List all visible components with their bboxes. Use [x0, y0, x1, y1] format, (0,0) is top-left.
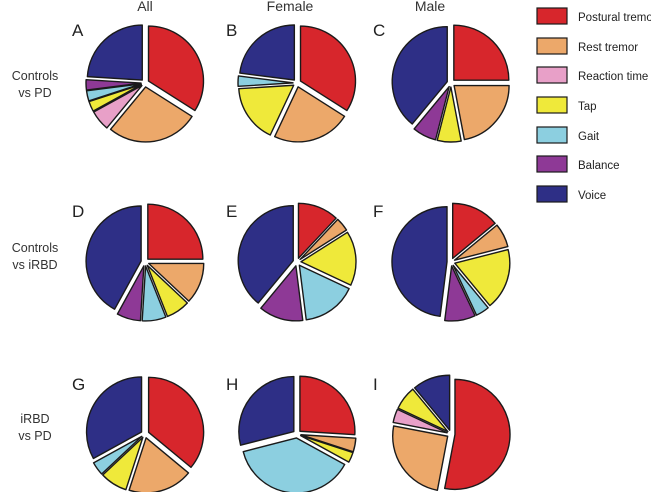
- pie-chart-b: [237, 24, 357, 143]
- pie-slice-b-rest-tremor: [274, 86, 346, 143]
- row-label-1-line-1: Controls: [12, 69, 59, 83]
- pie-chart-i: [392, 374, 511, 491]
- row-label-3-line-1: iRBD: [20, 412, 49, 426]
- pie-chart-c: [391, 24, 510, 143]
- pie-slice-b-gait: [237, 75, 294, 88]
- pie-slice-f-tap: [454, 248, 511, 307]
- legend-swatch-rest-tremor: [536, 37, 568, 55]
- pie-slice-g-gait: [92, 435, 143, 475]
- pie-slice-g-tap: [102, 436, 144, 491]
- pie-slice-c-voice: [391, 25, 448, 125]
- pie-slice-i-rest-tremor: [392, 425, 449, 491]
- legend-swatch-voice: [536, 185, 568, 203]
- pie-chart-f: [391, 202, 511, 322]
- pie-slice-a-tap: [88, 83, 143, 112]
- legend-label-gait: Gait: [578, 131, 600, 143]
- pie-slice-h-postural-tremor: [299, 375, 356, 436]
- pie-chart-d: [85, 203, 205, 322]
- legend-label-balance: Balance: [578, 160, 620, 172]
- pie-slice-g-rest-tremor: [128, 437, 190, 492]
- row-label-3-line-2: vs PD: [18, 429, 51, 443]
- pie-slice-e-voice: [237, 204, 294, 304]
- row-label-2-line-2: vs iRBD: [12, 258, 57, 272]
- pie-slice-e-rest-tremor: [299, 218, 348, 261]
- pie-slice-f-rest-tremor: [453, 224, 509, 261]
- pie-slice-c-balance: [413, 85, 450, 141]
- pie-slice-a-voice: [86, 24, 143, 81]
- panel-letter-c: C: [373, 21, 385, 40]
- pie-slice-e-balance: [260, 265, 304, 322]
- column-header-male: Male: [415, 0, 446, 14]
- pie-slice-f-balance: [444, 265, 476, 322]
- legend-label-rest-tremor: Rest tremor: [578, 42, 638, 54]
- pie-slice-a-rest-tremor: [109, 86, 193, 143]
- panel-letter-a: A: [72, 21, 84, 40]
- panel-letter-f: F: [373, 202, 383, 221]
- legend-label-postural-tremor: Postural tremor: [578, 12, 651, 24]
- column-header-female: Female: [267, 0, 314, 14]
- pie-slice-d-tap: [146, 264, 189, 318]
- pie-slice-b-voice: [239, 24, 296, 81]
- pie-slice-g-voice: [85, 376, 143, 460]
- pie-slice-e-tap: [300, 231, 357, 286]
- pie-chart-g: [85, 376, 205, 492]
- pie-slice-g-postural-tremor: [147, 376, 205, 469]
- pie-slice-d-voice: [85, 205, 142, 310]
- pie-slice-i-voice: [413, 374, 451, 431]
- panel-letter-g: G: [72, 375, 85, 394]
- pie-slice-a-reaction-time: [93, 84, 143, 129]
- pie-slice-f-voice: [391, 206, 448, 318]
- pie-slice-c-postural-tremor: [453, 24, 510, 81]
- pie-slice-h-rest-tremor: [300, 434, 357, 453]
- legend-swatch-postural-tremor: [536, 7, 568, 25]
- legend-swatch-reaction-time: [536, 66, 568, 84]
- pie-slice-e-postural-tremor: [297, 202, 337, 259]
- pie-slice-c-rest-tremor: [453, 84, 510, 141]
- pie-slice-a-gait: [85, 83, 142, 102]
- pie-slice-a-postural-tremor: [147, 25, 205, 112]
- pie-slice-a-balance: [85, 78, 142, 91]
- legend-swatch-gait: [536, 126, 568, 144]
- pie-slice-i-reaction-time: [392, 408, 448, 434]
- panel-letter-i: I: [373, 375, 378, 394]
- panel-letter-h: H: [226, 375, 238, 394]
- pie-chart-e: [237, 202, 357, 322]
- legend: Postural tremor Rest tremor Reaction tim…: [536, 7, 651, 203]
- column-header-all: All: [137, 0, 153, 14]
- pie-slice-d-balance: [116, 265, 145, 322]
- pie-slice-f-postural-tremor: [452, 202, 496, 260]
- pie-slice-b-postural-tremor: [299, 25, 357, 112]
- legend-label-voice: Voice: [578, 190, 606, 202]
- pie-slice-d-gait: [141, 265, 167, 322]
- legend-label-tap: Tap: [578, 101, 597, 113]
- row-label-1-line-2: vs PD: [18, 86, 51, 100]
- pie-slice-d-postural-tremor: [147, 203, 204, 260]
- panel-letter-b: B: [226, 21, 237, 40]
- pie-slice-i-postural-tremor: [443, 378, 511, 491]
- pie-slice-h-voice: [238, 375, 295, 446]
- panel-letter-d: D: [72, 202, 84, 221]
- pie-slice-i-tap: [397, 388, 449, 433]
- pie-slice-c-tap: [436, 86, 462, 143]
- pie-slice-b-tap: [238, 84, 295, 136]
- legend-swatch-tap: [536, 96, 568, 114]
- pie-slice-f-gait: [452, 264, 489, 316]
- legend-swatch-balance: [536, 155, 568, 173]
- row-label-2-line-1: Controls: [12, 241, 59, 255]
- panel-letter-e: E: [226, 202, 237, 221]
- pie-chart-h: [238, 375, 357, 492]
- pie-slice-e-gait: [298, 264, 350, 321]
- pie-chart-a: [85, 24, 205, 143]
- pie-slice-d-rest-tremor: [148, 262, 205, 302]
- legend-label-reaction-time: Reaction time: [578, 71, 648, 83]
- pie-slice-h-tap: [299, 434, 354, 463]
- pie-slice-h-gait: [242, 437, 346, 492]
